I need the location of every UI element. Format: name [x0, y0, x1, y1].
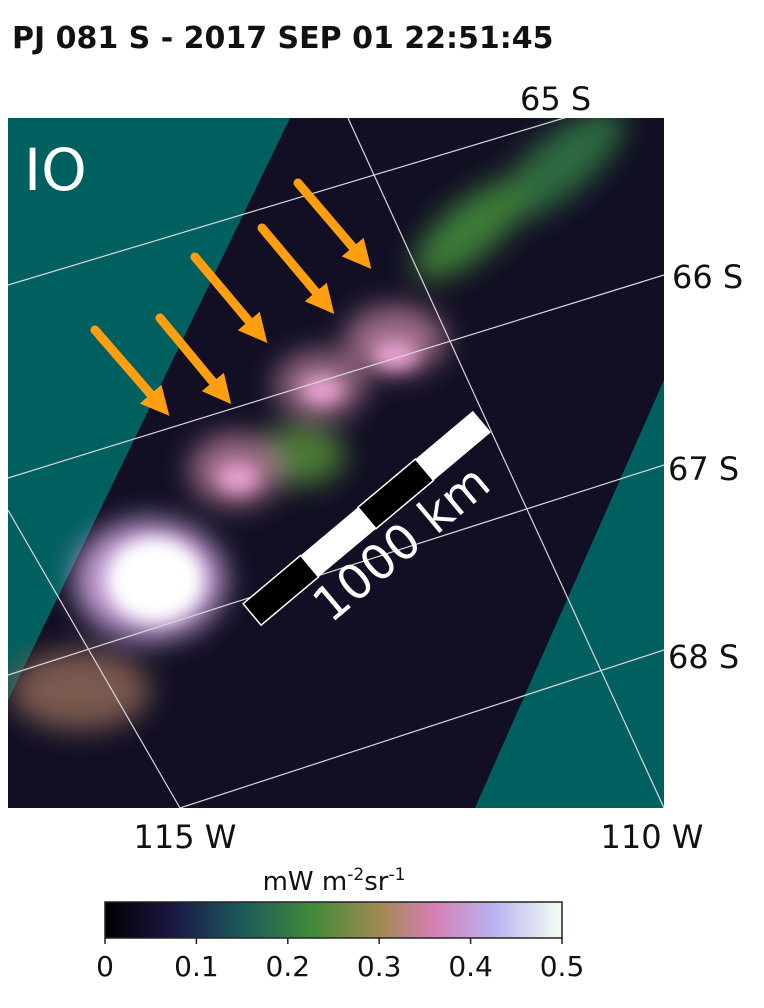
colorbar-tick-label: 0 [96, 950, 114, 983]
lon-label: 110 W [601, 818, 704, 856]
lon-label: 115 W [134, 818, 237, 856]
unit-exp: -1 [388, 865, 405, 885]
unit: mW m [263, 867, 348, 897]
image-label: IO [24, 136, 87, 204]
lat-label: 65 S [520, 80, 591, 118]
colorbar-ticks: 0 0.1 0.2 0.3 0.4 0.5 [96, 938, 584, 983]
unit-exp: -2 [347, 865, 364, 885]
colorbar [104, 901, 563, 939]
colorbar-tick-label: 0.4 [448, 950, 493, 983]
image [8, 118, 664, 808]
lat-label: 67 S [668, 450, 739, 488]
colorbar-tick-label: 0.3 [357, 950, 402, 983]
colorbar-tick-label: 0.2 [266, 950, 311, 983]
colorbar-tick-label: 0.1 [174, 950, 219, 983]
arrows [90, 178, 372, 416]
title: PJ 081 S - 2017 SEP 01 22:51:45 [12, 21, 554, 56]
unit: sr [364, 867, 389, 897]
lat-label: 68 S [668, 638, 739, 676]
colorbar-unit: mW m-2sr-1 [263, 865, 406, 897]
colorbar-tick-label: 0.5 [540, 950, 585, 983]
lat-label: 66 S [672, 258, 743, 296]
